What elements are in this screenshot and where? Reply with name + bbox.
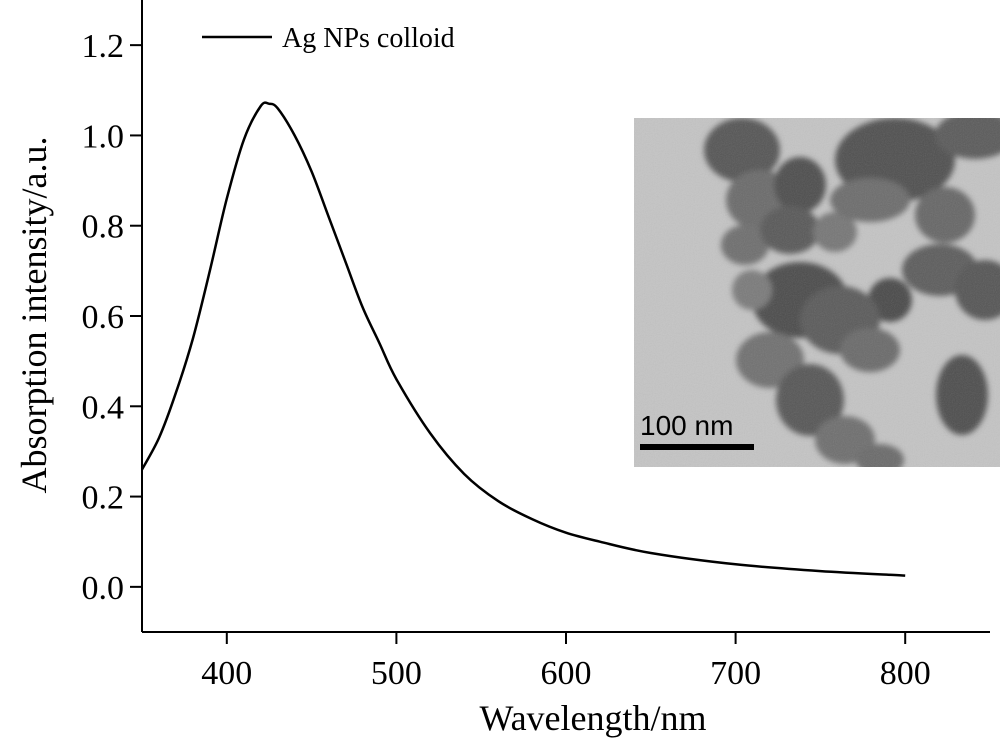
y-tick-label: 0.2 <box>82 480 125 517</box>
legend-label: Ag NPs colloid <box>282 23 455 54</box>
x-axis-title: Wavelength/nm <box>479 698 706 738</box>
series-line-ag-nps-colloid <box>140 101 906 577</box>
y-tick-label: 0.4 <box>82 389 125 426</box>
y-tick-label: 0.6 <box>82 299 125 336</box>
y-tick-label: 0.8 <box>82 209 125 246</box>
scale-bar-label: 100 nm <box>640 410 733 441</box>
x-tick-label: 600 <box>541 655 592 692</box>
y-ticks: 0.0 0.2 0.4 0.6 0.8 1.0 1.2 <box>82 28 142 607</box>
x-tick-label: 400 <box>201 655 252 692</box>
x-ticks: 400 500 600 700 800 <box>201 632 931 692</box>
tem-inset: 100 nm <box>634 118 1000 467</box>
x-tick-label: 800 <box>880 655 931 692</box>
x-tick-label: 500 <box>371 655 422 692</box>
y-tick-label: 0.0 <box>82 570 125 607</box>
y-axis-title: Absorption intensity/a.u. <box>14 137 54 494</box>
x-tick-label: 700 <box>710 655 761 692</box>
y-tick-label: 1.0 <box>82 118 125 155</box>
nanoparticle-cluster <box>634 118 1000 467</box>
y-tick-label: 1.2 <box>82 28 125 65</box>
scale-bar <box>640 444 754 450</box>
legend: Ag NPs colloid <box>202 23 455 54</box>
